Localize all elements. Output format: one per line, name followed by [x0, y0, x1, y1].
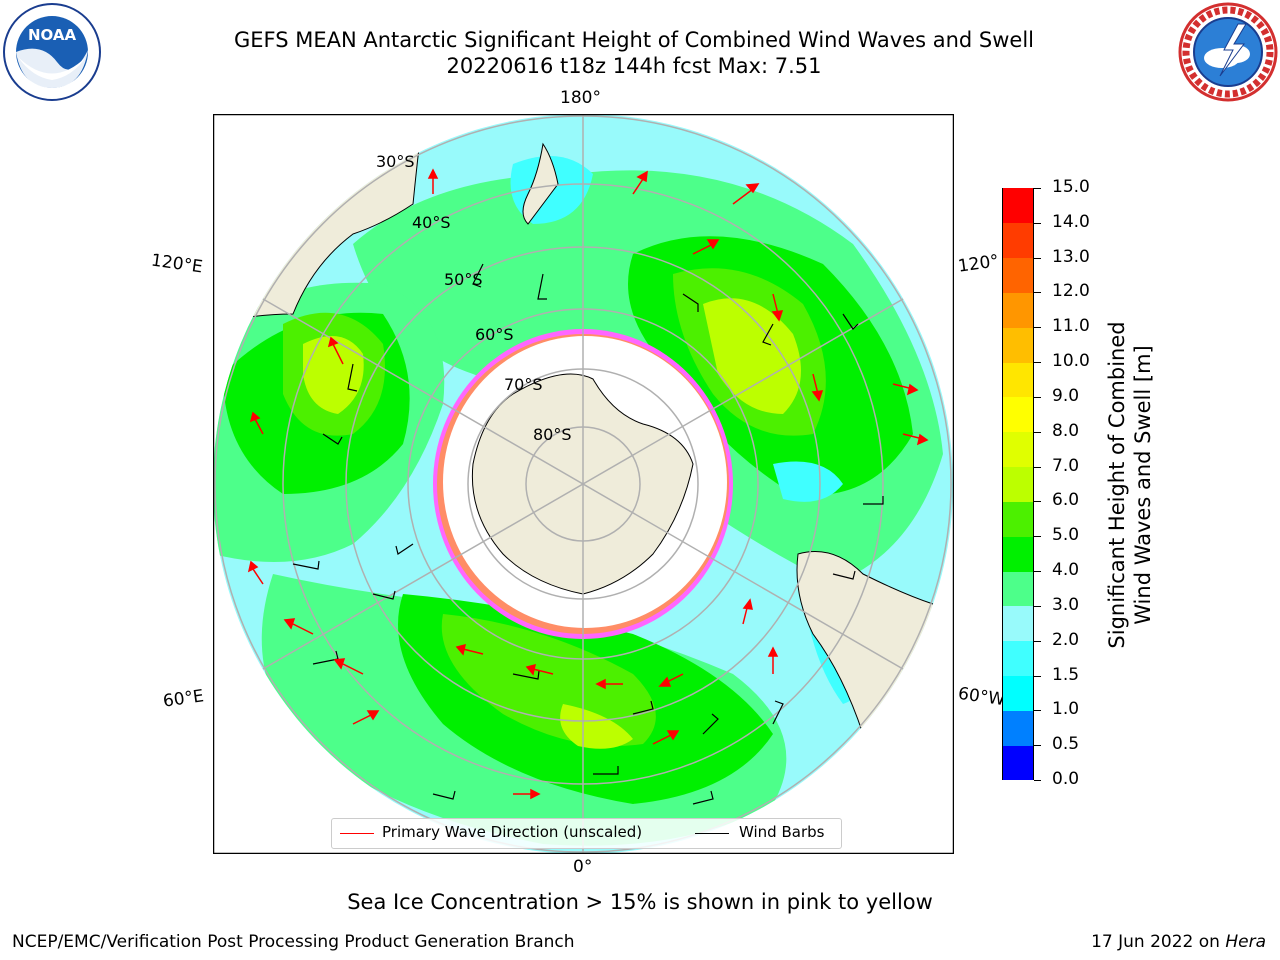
colorbar-tick-label: 0.0 — [1052, 769, 1080, 789]
colorbar-tick-label: 2.0 — [1052, 629, 1080, 650]
colorbar-tick-label: 14.0 — [1052, 211, 1090, 232]
colorbar-label-line2: Wind Waves and Swell [m] — [1131, 345, 1155, 625]
wave-band-6m — [303, 336, 364, 414]
colorbar-tick-mark — [1034, 327, 1041, 329]
colorbar-tick-mark — [1034, 640, 1041, 642]
colorbar-tick-label: 5.0 — [1052, 525, 1080, 546]
lon-label-60w: 60°W — [956, 683, 1007, 711]
polar-map — [213, 114, 954, 854]
longitude-gridlines — [262, 114, 904, 854]
colorbar-segment — [1003, 745, 1033, 781]
colorbar-tick-label: 1.0 — [1052, 699, 1080, 720]
colorbar-segment — [1003, 501, 1033, 537]
legend-barb-swatch — [695, 833, 729, 834]
colorbar-segment — [1003, 188, 1033, 224]
wind-barbs — [292, 263, 884, 805]
map-title: GEFS MEAN Antarctic Significant Height o… — [233, 28, 1035, 52]
colorbar — [1002, 188, 1034, 781]
noaa-logo-text: NOAA — [28, 26, 77, 44]
colorbar-segment — [1003, 571, 1033, 607]
footer-credit: NCEP/EMC/Verification Post Processing Pr… — [12, 932, 575, 952]
lat-label-60s: 60°S — [475, 325, 514, 344]
sea-ice-note: Sea Ice Concentration > 15% is shown in … — [347, 890, 933, 914]
colorbar-segment — [1003, 431, 1033, 468]
colorbar-tick-label: 6.0 — [1052, 490, 1080, 511]
colorbar-tick-mark — [1034, 466, 1041, 468]
colorbar-tick-label: 15.0 — [1052, 177, 1090, 197]
colorbar-segment — [1003, 292, 1033, 328]
colorbar-tick-mark — [1034, 536, 1041, 538]
lon-label-0: 0° — [573, 857, 593, 877]
colorbar-tick-mark — [1034, 188, 1041, 189]
colorbar-segment — [1003, 396, 1033, 433]
noaa-logo-icon: NOAA — [3, 3, 101, 101]
colorbar-tick-mark — [1034, 780, 1041, 781]
colorbar-tick-label: 10.0 — [1052, 351, 1090, 372]
legend-barb-label: Wind Barbs — [739, 823, 825, 841]
colorbar-segment — [1003, 710, 1033, 746]
new-zealand-land — [522, 142, 559, 225]
lat-label-30s: 30°S — [376, 152, 415, 171]
map-legend: Primary Wave Direction (unscaled) Wind B… — [331, 818, 842, 849]
colorbar-tick-label: 0.5 — [1052, 734, 1080, 755]
nws-logo-icon — [1178, 2, 1278, 102]
legend-wave-label: Primary Wave Direction (unscaled) — [382, 823, 643, 841]
colorbar-tick-label: 8.0 — [1052, 420, 1080, 441]
footer-host: Hera — [1225, 932, 1266, 952]
map-subtitle: 20220616 t18z 144h fcst Max: 7.51 — [446, 54, 822, 78]
colorbar-tick-label: 3.0 — [1052, 594, 1080, 615]
wave-band-1-5m — [773, 461, 843, 502]
colorbar-tick-mark — [1034, 431, 1041, 433]
colorbar-segment — [1003, 675, 1033, 711]
colorbar-tick-label: 12.0 — [1052, 281, 1090, 302]
wave-band-5m — [441, 614, 656, 746]
lon-label-120e: 120°E — [149, 250, 204, 278]
wave-band-6m — [560, 704, 633, 749]
colorbar-segment — [1003, 222, 1033, 259]
wave-direction-arrows — [247, 168, 929, 800]
colorbar-tick-mark — [1034, 675, 1041, 677]
lon-label-60e: 60°E — [161, 686, 206, 712]
colorbar-tick-label: 1.5 — [1052, 664, 1080, 685]
colorbar-segment — [1003, 536, 1033, 572]
colorbar-tick-mark — [1034, 745, 1041, 747]
colorbar-tick-label: 13.0 — [1052, 246, 1090, 267]
colorbar-segment — [1003, 605, 1033, 642]
colorbar-tick-mark — [1034, 710, 1041, 712]
lat-label-80s: 80°S — [533, 425, 572, 444]
colorbar-tick-mark — [1034, 396, 1041, 398]
colorbar-segment — [1003, 640, 1033, 677]
footer-date-text: 17 Jun 2022 on — [1091, 932, 1226, 952]
lon-label-120w: 120° — [956, 251, 1001, 277]
colorbar-tick-label: 9.0 — [1052, 385, 1080, 406]
colorbar-segment — [1003, 327, 1033, 363]
colorbar-tick-label: 11.0 — [1052, 316, 1090, 337]
lat-label-50s: 50°S — [444, 270, 483, 289]
colorbar-tick-mark — [1034, 292, 1041, 294]
lat-label-40s: 40°S — [412, 213, 451, 232]
colorbar-segment — [1003, 362, 1033, 398]
colorbar-label-line1: Significant Height of Combined — [1105, 321, 1129, 649]
colorbar-tick-mark — [1034, 501, 1041, 503]
colorbar-tick-mark — [1034, 605, 1041, 607]
footer-date: 17 Jun 2022 on Hera — [1091, 932, 1266, 952]
lon-label-180: 180° — [560, 88, 601, 108]
colorbar-tick-mark — [1034, 222, 1041, 224]
colorbar-tick-mark — [1034, 571, 1041, 573]
colorbar-tick-mark — [1034, 257, 1041, 259]
colorbar-tick-label: 7.0 — [1052, 455, 1080, 476]
colorbar-tick-mark — [1034, 362, 1041, 364]
colorbar-tick-label: 4.0 — [1052, 560, 1080, 581]
colorbar-segment — [1003, 257, 1033, 293]
colorbar-segment — [1003, 466, 1033, 502]
colorbar-label: Significant Height of Combined Wind Wave… — [1104, 321, 1156, 648]
legend-wave-swatch — [340, 833, 374, 834]
map-border — [213, 114, 954, 854]
lat-label-70s: 70°S — [504, 375, 543, 394]
